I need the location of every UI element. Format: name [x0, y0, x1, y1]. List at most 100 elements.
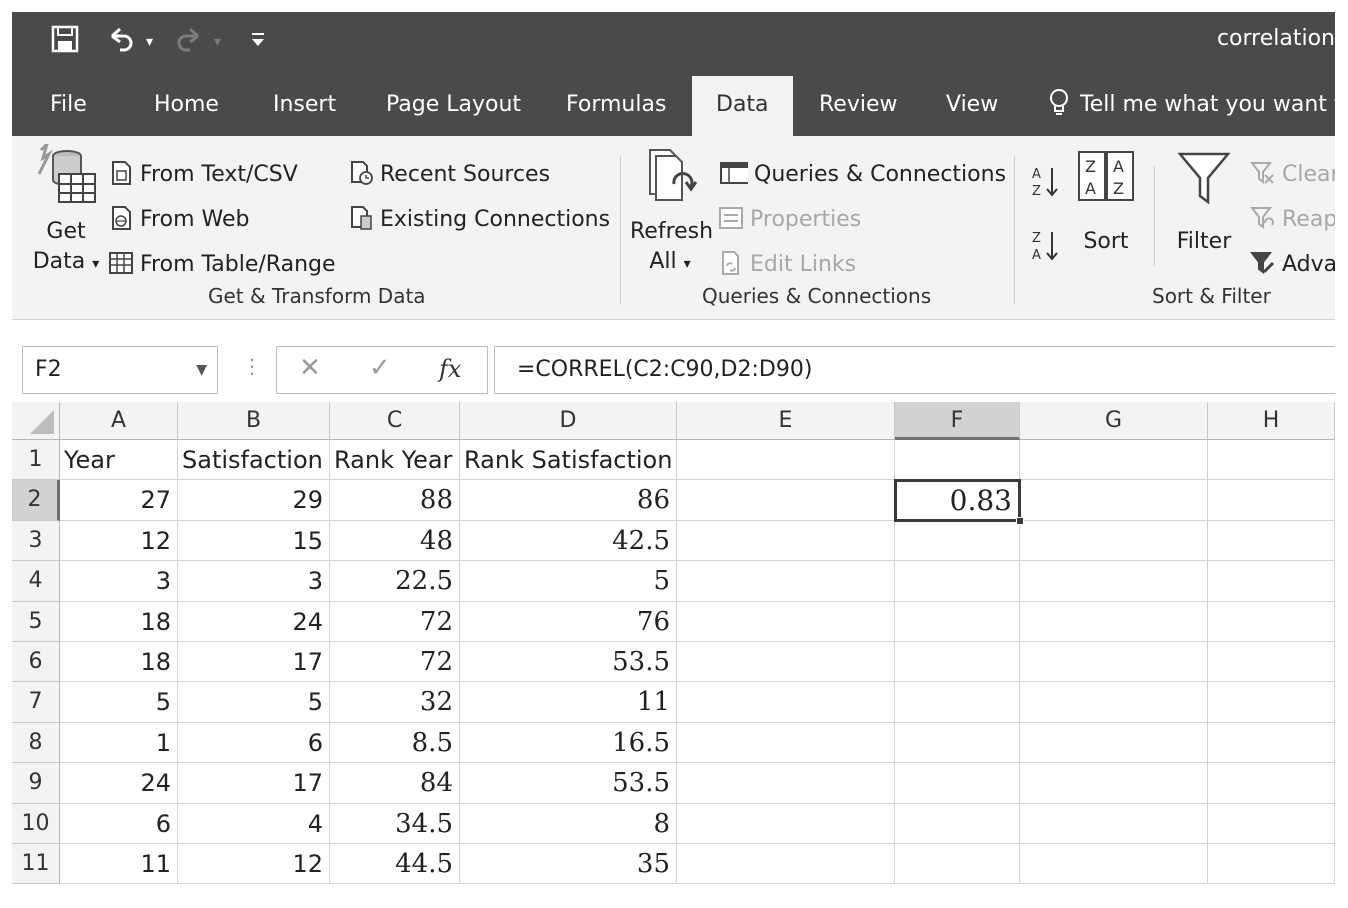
- cell-d2[interactable]: 86: [460, 480, 677, 521]
- cell-h5[interactable]: [1208, 601, 1335, 642]
- column-header-g[interactable]: G: [1020, 402, 1208, 440]
- cell-b3[interactable]: 15: [178, 520, 330, 562]
- get-data-button[interactable]: Get Data ▾: [26, 138, 106, 279]
- queries-connections-button[interactable]: Queries & Connections: [718, 160, 1006, 189]
- cell-d11[interactable]: 35: [460, 844, 677, 885]
- cell-e5[interactable]: [677, 601, 895, 642]
- cell-b10[interactable]: 4: [178, 803, 330, 844]
- cell-h4[interactable]: [1208, 561, 1335, 602]
- cell-a4[interactable]: 3: [60, 561, 178, 602]
- cell-h7[interactable]: [1208, 682, 1335, 723]
- filter-button[interactable]: Filter: [1172, 150, 1236, 256]
- cell-e3[interactable]: [677, 520, 895, 562]
- cell-f5[interactable]: [895, 601, 1020, 642]
- cell-h1[interactable]: [1208, 440, 1335, 481]
- cell-b11[interactable]: 12: [178, 844, 330, 885]
- cell-g5[interactable]: [1020, 601, 1208, 642]
- cell-b4[interactable]: 3: [178, 561, 330, 602]
- row-header-11[interactable]: 11: [12, 844, 60, 885]
- cell-a6[interactable]: 18: [60, 642, 178, 683]
- cell-a5[interactable]: 18: [60, 601, 178, 642]
- from-table-range-button[interactable]: From Table/Range: [108, 250, 336, 279]
- reapply-button[interactable]: Reapply: [1250, 205, 1335, 234]
- cell-a10[interactable]: 6: [60, 803, 178, 844]
- undo-dropdown-icon[interactable]: ▾: [146, 34, 154, 50]
- fill-handle[interactable]: [1016, 516, 1024, 525]
- customize-quick-access-icon[interactable]: [250, 24, 266, 65]
- row-header-10[interactable]: 10: [12, 803, 60, 844]
- cell-e9[interactable]: [677, 763, 895, 804]
- cell-g2[interactable]: [1020, 480, 1208, 521]
- cell-h6[interactable]: [1208, 642, 1335, 683]
- column-header-a[interactable]: A: [60, 402, 178, 440]
- cell-e10[interactable]: [677, 803, 895, 844]
- cell-a11[interactable]: 11: [60, 844, 178, 885]
- column-header-f[interactable]: F: [895, 402, 1020, 440]
- cell-f6[interactable]: [895, 642, 1020, 683]
- cell-g10[interactable]: [1020, 803, 1208, 844]
- row-header-1[interactable]: 1: [12, 440, 60, 481]
- cell-g8[interactable]: [1020, 722, 1208, 764]
- cell-e8[interactable]: [677, 722, 895, 764]
- name-box[interactable]: F2 ▼: [22, 346, 218, 394]
- cell-c5[interactable]: 72: [330, 601, 460, 642]
- cell-c8[interactable]: 8.5: [330, 722, 460, 764]
- cell-f1[interactable]: [895, 440, 1020, 481]
- cell-f11[interactable]: [895, 844, 1020, 885]
- cell-b1[interactable]: Satisfaction: [178, 440, 330, 481]
- clear-filter-button[interactable]: Clear: [1250, 160, 1335, 189]
- cell-h9[interactable]: [1208, 763, 1335, 804]
- formula-input[interactable]: =CORREL(C2:C90,D2:D90): [494, 346, 1335, 394]
- formula-bar-grip-icon[interactable]: ⋮: [242, 354, 262, 378]
- select-all-corner[interactable]: [12, 402, 60, 440]
- cell-d8[interactable]: 16.5: [460, 722, 677, 764]
- cell-h10[interactable]: [1208, 803, 1335, 844]
- cell-g4[interactable]: [1020, 561, 1208, 602]
- cell-g1[interactable]: [1020, 440, 1208, 481]
- insert-function-icon[interactable]: fx: [439, 355, 462, 383]
- cell-c4[interactable]: 22.5: [330, 561, 460, 602]
- column-header-h[interactable]: H: [1208, 402, 1335, 440]
- cell-h2[interactable]: [1208, 480, 1335, 521]
- properties-button[interactable]: Properties: [718, 205, 861, 234]
- tab-data[interactable]: Data: [692, 76, 793, 136]
- row-header-5[interactable]: 5: [12, 601, 60, 642]
- cell-a7[interactable]: 5: [60, 682, 178, 723]
- cell-e4[interactable]: [677, 561, 895, 602]
- active-cell-f2[interactable]: 0.83: [894, 479, 1021, 522]
- cell-d5[interactable]: 76: [460, 601, 677, 642]
- save-icon[interactable]: [50, 24, 80, 64]
- cell-d1[interactable]: Rank Satisfaction: [460, 440, 677, 481]
- cell-e1[interactable]: [677, 440, 895, 481]
- cell-g7[interactable]: [1020, 682, 1208, 723]
- cell-c11[interactable]: 44.5: [330, 844, 460, 885]
- refresh-all-button[interactable]: Refresh All ▾: [630, 144, 713, 279]
- from-text-csv-button[interactable]: From Text/CSV: [108, 160, 298, 189]
- tab-insert[interactable]: Insert: [273, 92, 337, 117]
- row-header-9[interactable]: 9: [12, 763, 60, 804]
- cell-f3[interactable]: [895, 520, 1020, 562]
- cell-a1[interactable]: Year: [60, 440, 178, 481]
- cell-f10[interactable]: [895, 803, 1020, 844]
- cell-c2[interactable]: 88: [330, 480, 460, 521]
- tell-me-search[interactable]: Tell me what you want to: [1046, 76, 1335, 136]
- row-header-7[interactable]: 7: [12, 682, 60, 723]
- cell-a8[interactable]: 1: [60, 722, 178, 764]
- cell-c9[interactable]: 84: [330, 763, 460, 804]
- cell-b6[interactable]: 17: [178, 642, 330, 683]
- advanced-filter-button[interactable]: Advanced: [1250, 250, 1335, 279]
- cell-b8[interactable]: 6: [178, 722, 330, 764]
- cell-a3[interactable]: 12: [60, 520, 178, 562]
- edit-links-button[interactable]: Edit Links: [718, 250, 856, 279]
- row-header-3[interactable]: 3: [12, 520, 60, 562]
- cell-g11[interactable]: [1020, 844, 1208, 885]
- column-header-c[interactable]: C: [330, 402, 460, 440]
- cell-e7[interactable]: [677, 682, 895, 723]
- cell-d10[interactable]: 8: [460, 803, 677, 844]
- cell-g3[interactable]: [1020, 520, 1208, 562]
- cell-h8[interactable]: [1208, 722, 1335, 764]
- cell-h11[interactable]: [1208, 844, 1335, 885]
